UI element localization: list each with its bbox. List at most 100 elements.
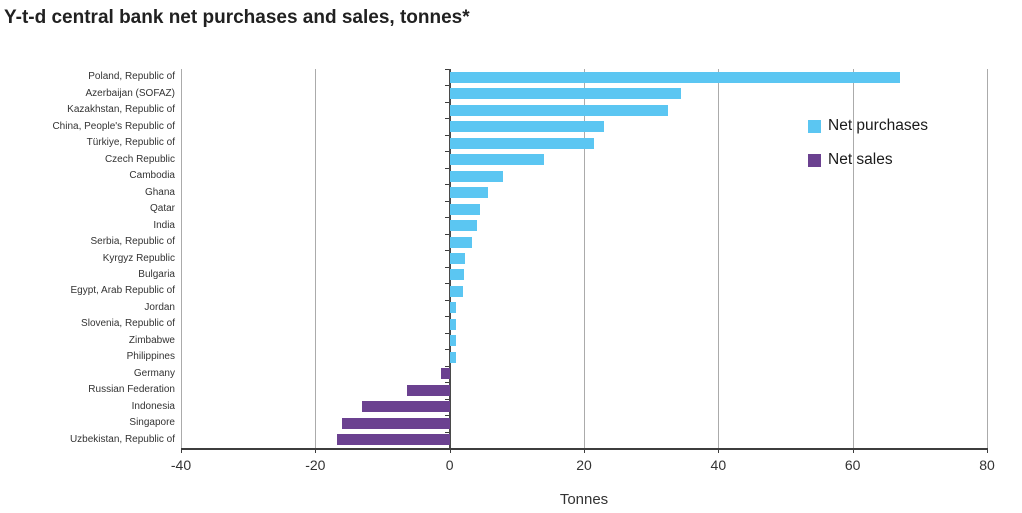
chart-title: Y-t-d central bank net purchases and sal… bbox=[4, 7, 470, 28]
x-axis-tick bbox=[718, 448, 720, 453]
bar bbox=[342, 417, 450, 429]
legend-label-net-purchases: Net purchases bbox=[828, 117, 928, 134]
y-axis-tick bbox=[444, 266, 449, 268]
x-tick-label: -40 bbox=[170, 457, 192, 473]
y-axis-tick bbox=[444, 118, 449, 120]
legend: Net purchases Net sales bbox=[808, 117, 928, 185]
x-axis-line bbox=[181, 448, 987, 450]
category-label: China, People's Republic of bbox=[52, 120, 175, 132]
x-axis-tick bbox=[181, 448, 182, 453]
net-sales-swatch-icon bbox=[808, 153, 821, 167]
y-axis-tick bbox=[444, 200, 449, 202]
category-label: Russian Federation bbox=[88, 384, 175, 396]
gridline bbox=[852, 69, 854, 448]
legend-label-net-sales: Net sales bbox=[828, 151, 893, 168]
y-axis-tick bbox=[444, 316, 449, 318]
y-axis-tick bbox=[444, 431, 449, 433]
category-label: Serbia, Republic of bbox=[90, 236, 176, 248]
x-axis-tick bbox=[449, 448, 451, 453]
bar bbox=[449, 88, 682, 100]
y-axis-tick bbox=[444, 250, 449, 252]
category-label: Kazakhstan, Republic of bbox=[67, 104, 175, 116]
category-label: Poland, Republic of bbox=[88, 71, 175, 83]
category-label: India bbox=[153, 219, 175, 231]
category-label: Singapore bbox=[129, 417, 175, 429]
category-label: Egypt, Arab Republic of bbox=[70, 285, 175, 297]
gridline bbox=[315, 69, 317, 448]
x-axis-tick bbox=[852, 448, 854, 453]
bar bbox=[407, 384, 450, 396]
y-axis-tick bbox=[444, 134, 449, 136]
category-label: Cambodia bbox=[129, 170, 175, 182]
category-label: Philippines bbox=[126, 351, 175, 363]
x-tick-label: 20 bbox=[576, 457, 592, 473]
x-tick-label: 60 bbox=[844, 457, 861, 473]
bar bbox=[449, 269, 465, 281]
category-label: Jordan bbox=[144, 301, 175, 313]
x-axis-tick bbox=[584, 448, 585, 453]
category-label: Uzbekistan, Republic of bbox=[69, 433, 175, 445]
x-tick-label: 40 bbox=[710, 457, 727, 473]
category-label: Zimbabwe bbox=[128, 334, 175, 346]
category-label: Qatar bbox=[149, 203, 175, 215]
y-axis-tick bbox=[444, 184, 449, 186]
y-axis-tick bbox=[444, 415, 449, 417]
x-tick-label: -20 bbox=[305, 457, 326, 473]
y-axis-tick bbox=[444, 448, 449, 449]
bar bbox=[336, 434, 450, 446]
bar bbox=[440, 368, 450, 380]
legend-item-net-purchases: Net purchases bbox=[808, 117, 928, 135]
bar bbox=[449, 253, 466, 264]
bar bbox=[449, 137, 595, 149]
bar bbox=[449, 203, 480, 215]
bar bbox=[449, 285, 464, 297]
y-axis-tick bbox=[444, 69, 449, 70]
bar bbox=[449, 335, 457, 347]
bar bbox=[449, 71, 900, 83]
category-label: Indonesia bbox=[131, 400, 175, 412]
bar bbox=[449, 170, 504, 182]
x-axis-tick bbox=[315, 448, 317, 453]
bar bbox=[449, 302, 457, 314]
x-axis-title: Tonnes bbox=[559, 491, 609, 508]
net-purchases-swatch-icon bbox=[808, 119, 821, 133]
bar bbox=[449, 121, 605, 133]
bar bbox=[449, 318, 457, 330]
category-label: Czech Republic bbox=[104, 153, 175, 165]
y-axis-tick bbox=[444, 101, 449, 103]
category-label: Kyrgyz Republic bbox=[102, 252, 175, 264]
bar bbox=[449, 104, 668, 116]
bar bbox=[449, 236, 473, 248]
bar bbox=[362, 401, 450, 413]
category-label: Bulgaria bbox=[138, 268, 175, 280]
y-axis-tick bbox=[444, 382, 449, 384]
category-label: Slovenia, Republic of bbox=[81, 318, 175, 330]
gridline bbox=[181, 69, 182, 448]
gridline bbox=[584, 69, 585, 448]
legend-item-net-sales: Net sales bbox=[808, 151, 928, 169]
y-axis-tick bbox=[444, 398, 449, 400]
category-label: Ghana bbox=[144, 186, 175, 198]
y-axis-tick bbox=[444, 332, 449, 334]
y-axis-tick bbox=[444, 233, 449, 235]
y-axis-tick bbox=[444, 283, 449, 285]
category-label: Azerbaijan (SOFAZ) bbox=[85, 87, 175, 99]
bar bbox=[449, 187, 488, 199]
y-axis-tick bbox=[444, 349, 449, 351]
y-axis-tick bbox=[444, 299, 449, 301]
gridline bbox=[987, 69, 988, 448]
bar bbox=[449, 154, 544, 166]
y-axis-tick bbox=[444, 365, 449, 367]
gridline bbox=[718, 69, 720, 448]
category-label: Türkiye, Republic of bbox=[86, 137, 175, 149]
bar bbox=[449, 220, 477, 232]
y-axis-tick bbox=[444, 151, 449, 153]
x-axis-tick bbox=[987, 448, 988, 453]
y-axis-tick bbox=[444, 217, 449, 219]
category-label: Germany bbox=[133, 367, 175, 379]
y-axis-tick bbox=[444, 167, 449, 169]
y-axis-tick bbox=[444, 85, 449, 87]
x-tick-label: 0 bbox=[445, 457, 454, 473]
